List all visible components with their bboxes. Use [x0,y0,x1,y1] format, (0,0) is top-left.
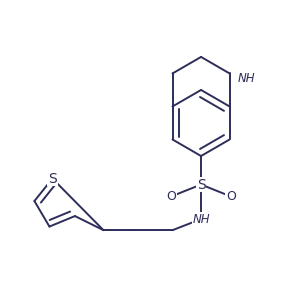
Text: NH: NH [238,72,255,85]
Text: S: S [48,171,57,186]
Text: O: O [166,190,176,203]
Text: NH: NH [192,213,210,226]
Text: O: O [226,190,236,203]
Text: S: S [197,178,205,191]
